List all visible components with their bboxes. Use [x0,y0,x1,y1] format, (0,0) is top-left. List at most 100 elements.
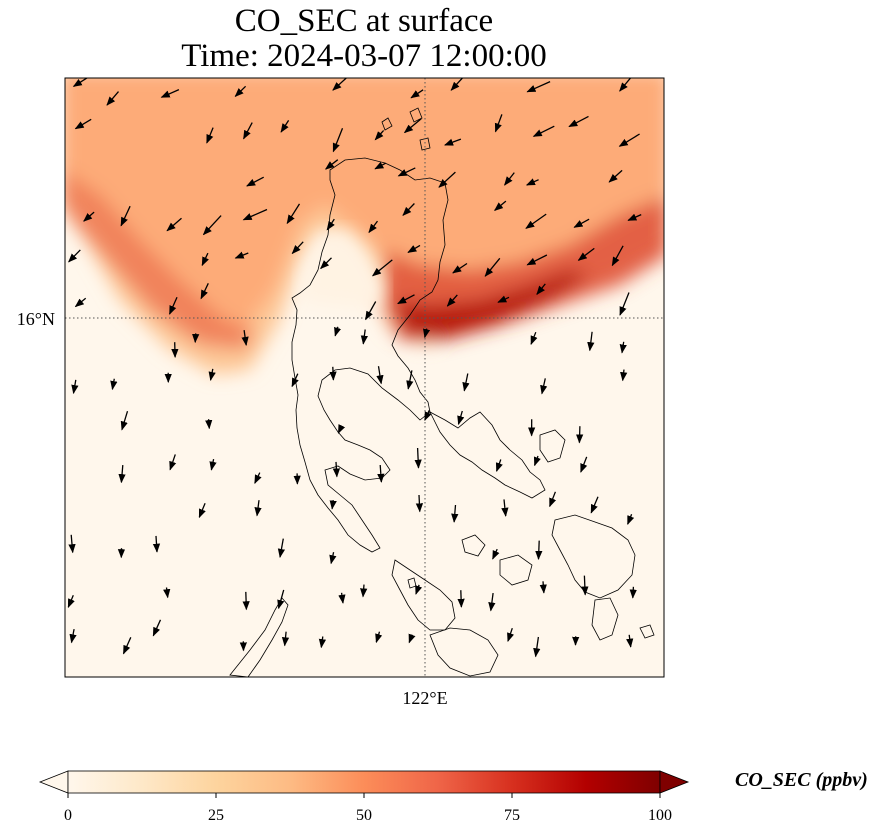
wind-arrow [120,205,131,227]
wind-arrow [495,459,503,472]
wind-arrow [68,249,81,263]
wind-arrow [326,218,335,231]
wind-arrow [627,514,635,525]
wind-arrow [415,584,423,595]
wind-arrow [451,504,459,523]
wind-arrow [446,294,458,307]
title-line-2: Time: 2024-03-07 12:00:00 [181,38,547,74]
wind-arrow [590,496,599,514]
wind-arrow [533,455,541,467]
wind-arrow [549,491,557,508]
wind-arrow [254,500,262,517]
wind-arrow [280,120,290,133]
wind-arrow [209,458,217,471]
wind-arrow [337,424,346,434]
wind-arrow [539,581,547,594]
wind-arrow [368,220,379,234]
wind-arrow [424,410,432,422]
wind-arrow [281,631,290,647]
wind-arrow [71,379,79,395]
wind-arrow [200,283,209,300]
islet-2 [409,107,423,123]
wind-arrow [277,589,285,610]
wind-arrow [67,594,75,609]
wind-arrow [320,257,332,270]
wind-arrow [160,89,180,98]
wind-arrow [525,213,547,229]
wind-arrow [338,592,346,604]
wind-arrow [192,333,200,344]
wind-arrow [536,283,546,296]
wind-arrow [608,169,623,183]
wind-arrow [286,203,301,225]
wind-arrow [414,447,422,469]
wind-arrow [403,118,422,134]
wind-arrow [360,329,368,345]
wind-arrow [166,217,182,232]
wind-arrow [242,208,268,221]
lat-label: 16°N [17,309,55,329]
colorbar-tick-label: 50 [356,807,372,824]
wind-arrow [318,636,327,649]
title-line-1: CO_SEC at surface [234,3,494,39]
colorbar-tick-label: 100 [648,807,672,824]
coastlines [229,107,655,677]
wind-arrow [202,215,222,236]
wind-arrow [110,378,118,391]
wind-arrow [525,178,539,186]
wind-arrow [375,631,383,644]
wind-arrow [568,115,589,128]
wind-arrow [530,331,538,346]
wind-arrow [152,535,161,553]
leyte-coast [591,597,619,641]
islet-5 [639,624,655,639]
wind-arrow [198,502,206,519]
wind-arrow [241,330,249,347]
wind-arrow [277,538,286,558]
bicol-coast [429,411,546,499]
colorbar-extend-high [659,770,690,794]
wind-arrow [406,370,414,390]
wind-arrow [576,426,584,444]
wind-arrow [540,378,548,395]
wind-arrow [587,331,595,352]
wind-arrow [329,552,337,565]
wind-arrow [68,534,76,554]
wind-arrow [407,244,421,253]
wind-arrow [452,262,468,274]
clean-air-notch [300,228,385,310]
masbate-coast [499,554,533,586]
catanduanes-coast [539,429,566,463]
wind-arrow [577,247,595,261]
wind-arrow [444,138,462,146]
colorbar-tick-label: 0 [64,807,72,824]
wind-arrow [488,593,496,612]
wind-arrow [402,203,415,216]
wind-arrow [618,133,640,147]
wind-arrow [69,628,77,644]
wind-arrow [106,91,119,106]
wind-arrow [619,78,632,92]
wind-arrow [492,548,500,560]
wind-arrow [462,373,470,392]
colorbar-gradient [67,770,661,794]
wind-arrow [626,634,634,648]
wind-arrow [291,373,299,388]
wind-arrow [493,200,507,211]
wind-arrow [163,587,171,599]
wind-arrow [291,241,304,255]
wind-arrow [422,328,431,339]
wind-arrow [619,292,630,316]
wind-arrow [573,218,590,228]
wind-arrow [627,213,642,221]
wind-arrow [501,499,509,517]
wind-arrow [234,251,249,259]
wind-arrow [118,465,126,484]
wind-arrow [324,159,339,170]
palawan-coast [229,597,289,677]
wind-arrow [360,584,368,598]
wind-arrow [497,295,510,303]
wind-arrow [619,341,627,354]
wind-arrow [169,454,177,471]
wind-arrow [457,410,465,426]
